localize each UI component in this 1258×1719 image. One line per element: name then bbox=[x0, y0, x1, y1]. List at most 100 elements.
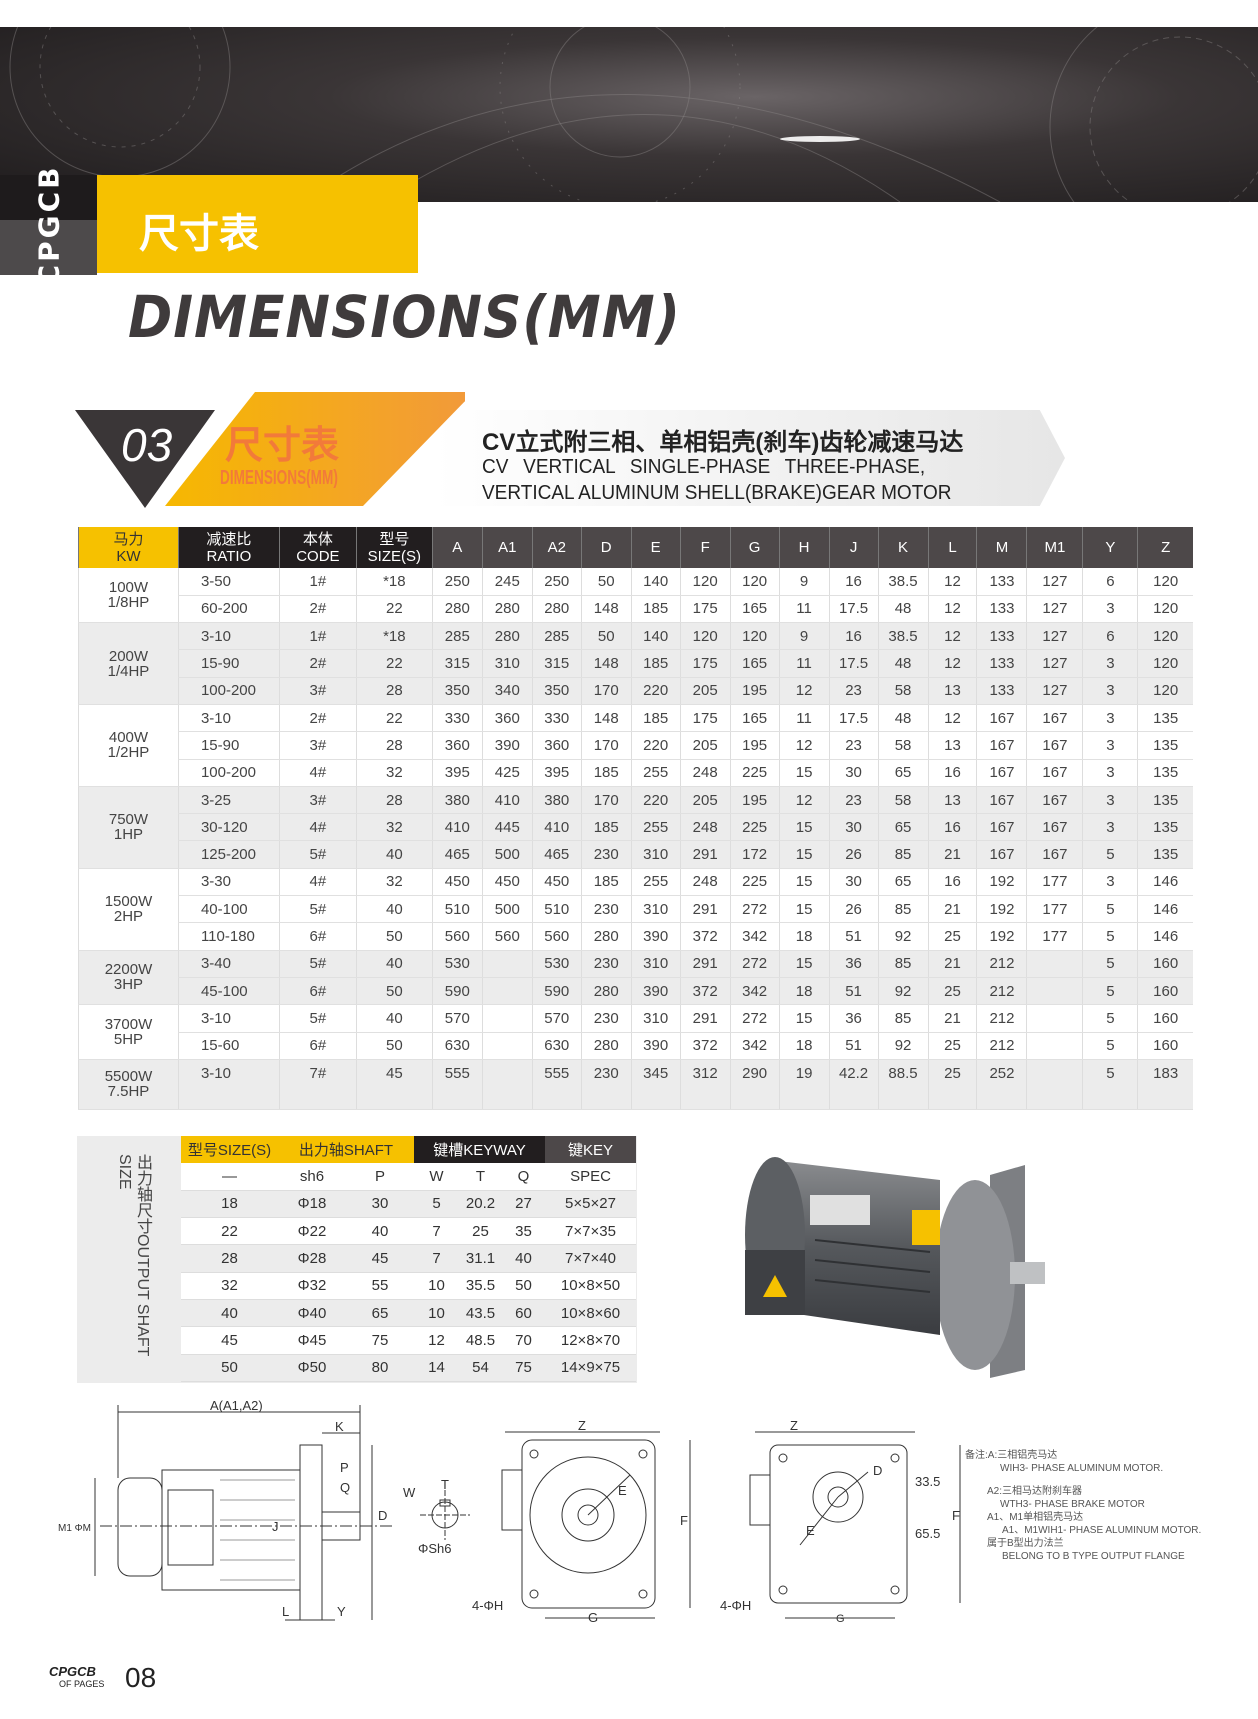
output-shaft-table: 型号SIZE(S) 出力轴SHAFT 键槽KEYWAY 键KEY — sh6 P W T… bbox=[181, 1136, 636, 1382]
cell-a1: 450 bbox=[481, 868, 533, 897]
cell-j: 26 bbox=[828, 895, 879, 924]
cell-d: 50 bbox=[580, 622, 632, 651]
header-en: F bbox=[700, 539, 710, 556]
cell-ratio: 40-100 bbox=[177, 895, 280, 924]
shaft-subheader-row: — sh6 P W T Q SPEC bbox=[181, 1163, 636, 1191]
table-header-row: 马力 KW 减速比 RATIO 本体 CODE 型号 SIZE(S) A A1 A2 D E F G H J K L… bbox=[78, 527, 1193, 568]
cell-e: 255 bbox=[630, 759, 681, 787]
cell-h: 15 bbox=[778, 1004, 830, 1033]
cell-j: 51 bbox=[828, 1032, 879, 1060]
dim-k-label: K bbox=[335, 1419, 344, 1434]
cell-g: 195 bbox=[729, 677, 780, 705]
cell-code: 3# bbox=[278, 731, 357, 760]
cell-f: 248 bbox=[679, 759, 731, 787]
cell-a2: 280 bbox=[531, 595, 582, 624]
power-hp: 5HP bbox=[113, 1031, 144, 1049]
shaft-cell: 60 bbox=[502, 1299, 545, 1328]
dim-a-label: A(A1,A2) bbox=[210, 1398, 263, 1413]
cell-y: 3 bbox=[1082, 595, 1138, 624]
cell-y: 3 bbox=[1082, 731, 1138, 760]
shaft-cell: T bbox=[459, 1163, 502, 1191]
shaft-cell: 10×8×60 bbox=[545, 1299, 636, 1328]
cell-code: 4# bbox=[278, 868, 357, 897]
footer-of-pages: OF PAGES bbox=[59, 1679, 105, 1689]
shaft-cell: — bbox=[181, 1163, 278, 1191]
cell-m1: 177 bbox=[1026, 922, 1083, 951]
cell-sizes: 22 bbox=[355, 595, 433, 624]
cell-ratio: 3-10 bbox=[177, 622, 280, 651]
dim-z-label: Z bbox=[578, 1418, 586, 1433]
power-watt: 200W bbox=[108, 647, 149, 665]
cell-sizes: 32 bbox=[355, 759, 433, 787]
shaft-cell: 75 bbox=[346, 1326, 414, 1355]
cell-ratio: 3-50 bbox=[177, 568, 280, 596]
cell-d: 148 bbox=[580, 704, 632, 733]
shaft-cell: 28 bbox=[181, 1244, 278, 1273]
cell-a: 330 bbox=[431, 704, 483, 733]
cell-a2: 380 bbox=[531, 786, 582, 815]
cell-e: 390 bbox=[630, 977, 681, 1006]
cell-k: 85 bbox=[877, 840, 929, 869]
cell-a2: 360 bbox=[531, 731, 582, 760]
shaft-cell: SPEC bbox=[545, 1163, 636, 1191]
section-header: 03 尺寸表 DIMENSIONS(MM) CV立式附三相、单相铝壳(刹车)齿轮… bbox=[75, 392, 1075, 508]
shaft-cell: 12×8×70 bbox=[545, 1326, 636, 1355]
dim-g-label: G bbox=[588, 1610, 598, 1625]
cell-a2: 560 bbox=[531, 922, 582, 951]
cell-a1: 500 bbox=[481, 895, 533, 924]
cell-f: 248 bbox=[679, 868, 731, 897]
shaft-cell: Φ50 bbox=[278, 1354, 346, 1382]
header-cn: 本体 bbox=[302, 530, 333, 548]
cell-a1: 410 bbox=[481, 786, 533, 815]
table-row: 15-60 6# 50 630 630 280 390 372 342 18 51 92 25 212 5 1… bbox=[79, 1032, 1193, 1060]
cell-sizes: *18 bbox=[355, 568, 433, 596]
cell-y: 5 bbox=[1082, 977, 1138, 1006]
cell-a: 315 bbox=[431, 649, 483, 678]
cell-m1: 167 bbox=[1026, 759, 1083, 787]
cell-m: 212 bbox=[976, 1004, 1027, 1033]
cell-h: 11 bbox=[778, 649, 830, 678]
cell-g: 120 bbox=[729, 568, 780, 596]
cell-a2: 330 bbox=[531, 704, 582, 733]
cell-h: 15 bbox=[778, 895, 830, 924]
cell-z: 135 bbox=[1137, 704, 1193, 733]
shaft-cell: 43.5 bbox=[459, 1299, 502, 1328]
header-cn: 型号 bbox=[379, 530, 410, 548]
dim-e-label: E bbox=[618, 1483, 627, 1498]
table-row: 100-200 4# 32 395 425 395 185 255 248 225 15 30 65 16… bbox=[79, 759, 1193, 787]
cell-a1 bbox=[481, 1032, 533, 1060]
shaft-cell: 40 bbox=[181, 1299, 278, 1328]
cell-e: 255 bbox=[630, 868, 681, 897]
page-number: 08 bbox=[125, 1662, 157, 1693]
power-cell: 750W 1HP bbox=[78, 786, 179, 869]
power-hp: 2HP bbox=[113, 908, 144, 926]
cell-f: 248 bbox=[679, 813, 731, 842]
cell-code: 6# bbox=[278, 922, 357, 951]
shaft-row: 45 Φ45 75 12 48.5 70 12×8×70 bbox=[181, 1326, 636, 1355]
note-line: A1、M1WIH1- PHASE ALUMINUM MOTOR. bbox=[1002, 1525, 1201, 1536]
cell-y: 5 bbox=[1082, 1004, 1138, 1033]
cell-g: 272 bbox=[729, 950, 780, 978]
cell-l: 16 bbox=[927, 813, 977, 842]
cell-j: 30 bbox=[828, 813, 879, 842]
section-arrow-bg bbox=[435, 410, 1065, 506]
header-en: A1 bbox=[498, 539, 517, 556]
shaft-side-label: 出力轴尺寸OUTPUT SHAFT SIZE bbox=[115, 1154, 151, 1383]
cell-d: 50 bbox=[580, 568, 632, 596]
header-en: CODE bbox=[296, 547, 340, 565]
dimensions-table: 马力 KW 减速比 RATIO 本体 CODE 型号 SIZE(S) A A1 A2 D E F G H J K L… bbox=[78, 527, 1193, 1110]
title-cn: 尺寸表 bbox=[139, 212, 259, 256]
cell-m1: 167 bbox=[1026, 840, 1083, 869]
cell-sizes: 40 bbox=[355, 895, 433, 924]
cell-code: 1# bbox=[278, 568, 357, 596]
cell-ratio: 3-40 bbox=[177, 950, 280, 978]
cell-m: 167 bbox=[976, 813, 1027, 842]
cell-j: 16 bbox=[828, 622, 879, 651]
cell-e: 310 bbox=[630, 895, 681, 924]
cell-h: 15 bbox=[778, 840, 830, 869]
cell-ratio: 3-25 bbox=[177, 786, 280, 815]
cell-a1: 500 bbox=[481, 840, 533, 869]
cell-j: 26 bbox=[828, 840, 879, 869]
cell-code: 6# bbox=[278, 977, 357, 1006]
power-hp: 1/2HP bbox=[107, 744, 150, 762]
